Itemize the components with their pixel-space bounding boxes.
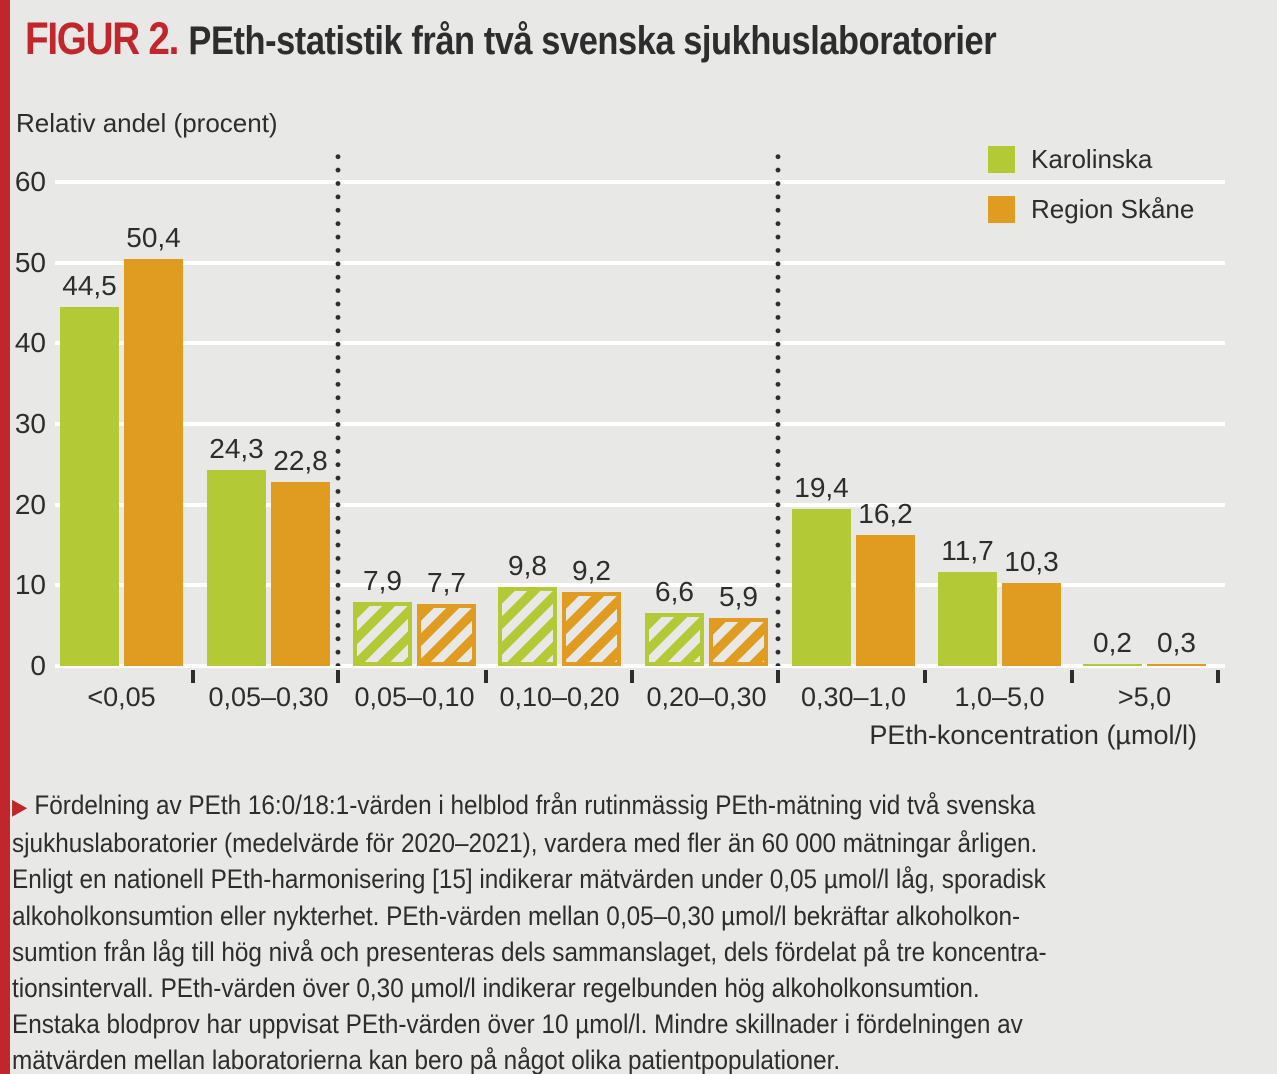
x-tick-mark xyxy=(776,670,780,683)
x-tick-label: 0,05–0,10 xyxy=(354,682,475,712)
bar-karolinska xyxy=(207,469,266,666)
bar-value-label: 22,8 xyxy=(273,445,328,476)
figure-label: FIGUR 2. xyxy=(25,13,179,64)
bar-karolinska xyxy=(792,509,851,666)
bar-region-skåne xyxy=(271,482,330,666)
caption-arrow-icon: ▶ xyxy=(12,794,28,819)
x-tick-label: 0,10–0,20 xyxy=(499,682,620,712)
karolinska-swatch-icon xyxy=(988,146,1015,173)
bar-region-skåne xyxy=(124,259,183,666)
legend-label: Karolinska xyxy=(1031,144,1153,174)
gridline-40 xyxy=(55,341,1225,346)
x-tick-mark xyxy=(630,670,634,683)
bar-value-label: 11,7 xyxy=(941,534,994,566)
figure-title: PEth-statistik från två svenska sjukhusl… xyxy=(188,19,997,63)
bar-value-label: 7,7 xyxy=(427,566,466,598)
bar-region-skåne xyxy=(1147,663,1206,666)
bar-value-label: 24,3 xyxy=(209,432,264,464)
dotted-separator xyxy=(335,150,341,666)
y-tick-label: 20 xyxy=(14,488,46,520)
figure-header: FIGUR 2. PEth-statistik från två svenska … xyxy=(25,13,997,65)
bar-karolinska xyxy=(938,571,997,666)
x-tick-mark xyxy=(191,670,195,683)
caption-line: sumtion från låg till hög nivå och prese… xyxy=(12,936,1047,967)
legend-item-region-skane: Region Skåne xyxy=(988,194,1194,225)
gridline-60 xyxy=(55,179,1225,184)
caption-line: alkoholkonsumtion eller nykterhet. PEth-… xyxy=(12,900,1021,931)
x-axis-title: PEth-koncentration (µmol/l) xyxy=(869,720,1197,750)
bar-region-skåne xyxy=(1002,582,1061,666)
bar-karolinska xyxy=(1083,664,1142,666)
bar-value-label: 6,6 xyxy=(655,575,694,607)
caption-line: Enstaka blodprov har uppvisat PEth-värde… xyxy=(12,1009,1023,1040)
x-tick-label: 0,05–0,30 xyxy=(208,682,329,712)
legend-item-karolinska: Karolinska xyxy=(988,144,1152,175)
caption-line: Enligt en nationell PEth-harmonisering [… xyxy=(12,864,1046,895)
bar-value-label: 5,9 xyxy=(719,581,758,613)
bar-value-label: 7,9 xyxy=(363,565,402,597)
y-tick-label: 40 xyxy=(14,327,46,359)
x-tick-mark xyxy=(923,670,927,683)
y-tick-label: 0 xyxy=(30,650,46,681)
y-tick-label: 10 xyxy=(14,569,46,601)
bar-karolinska xyxy=(60,306,119,666)
gridline-20 xyxy=(55,502,1225,507)
x-tick-label: 0,20–0,30 xyxy=(646,682,767,712)
caption-line: mätvärden mellan laboratorierna kan bero… xyxy=(12,1045,841,1074)
y-tick-label: 50 xyxy=(14,246,46,278)
gridline-30 xyxy=(55,421,1225,426)
bar-value-label: 44,5 xyxy=(62,269,117,301)
bar-value-label: 0,3 xyxy=(1157,626,1196,658)
gridline-50 xyxy=(55,260,1225,265)
x-tick-mark xyxy=(336,670,340,683)
bar-region-skåne xyxy=(709,618,768,666)
y-axis-title: Relativ andel (procent) xyxy=(16,108,278,138)
caption-line: sjukhuslaboratorier (medelvärde för 2020… xyxy=(12,828,1038,859)
region-skane-swatch-icon xyxy=(988,196,1015,223)
bar-region-skåne xyxy=(856,535,915,666)
bar-region-skåne xyxy=(417,603,476,666)
bar-value-label: 9,8 xyxy=(508,549,547,581)
x-tick-mark xyxy=(1070,670,1074,683)
y-tick-label: 60 xyxy=(14,165,46,197)
bar-value-label: 16,2 xyxy=(858,498,913,530)
y-tick-label: 30 xyxy=(14,407,46,439)
left-accent-bar xyxy=(0,0,10,1074)
legend-label: Region Skåne xyxy=(1031,194,1195,224)
x-tick-label: 0,30–1,0 xyxy=(800,682,907,712)
x-tick-label: <0,05 xyxy=(87,682,156,712)
gridline-10 xyxy=(55,583,1225,588)
bar-karolinska xyxy=(498,586,557,666)
bar-karolinska xyxy=(353,602,412,666)
caption-line: tionsintervall. PEth-värden över 0,30 µm… xyxy=(12,973,980,1004)
bar-value-label: 50,4 xyxy=(126,222,181,254)
caption-text: Fördelning av PEth 16:0/18:1-värden i he… xyxy=(34,790,1036,820)
bar-karolinska xyxy=(645,612,704,666)
x-tick-mark xyxy=(1216,670,1220,683)
bar-value-label: 9,2 xyxy=(572,554,611,586)
bar-value-label: 19,4 xyxy=(794,472,849,504)
bar-region-skåne xyxy=(562,591,621,666)
bar-value-label: 0,2 xyxy=(1093,627,1132,658)
x-tick-label: 1,0–5,0 xyxy=(954,682,1045,712)
gridline-0 xyxy=(55,664,1225,668)
bar-value-label: 10,3 xyxy=(1004,545,1059,577)
x-tick-mark xyxy=(484,670,488,683)
x-tick-label: >5,0 xyxy=(1117,682,1172,712)
dotted-separator xyxy=(775,150,781,666)
figure-caption: ▶ Fördelning av PEth 16:0/18:1-värden i h… xyxy=(12,787,1162,1074)
caption-line: ▶ Fördelning av PEth 16:0/18:1-värden i h… xyxy=(12,787,1047,825)
